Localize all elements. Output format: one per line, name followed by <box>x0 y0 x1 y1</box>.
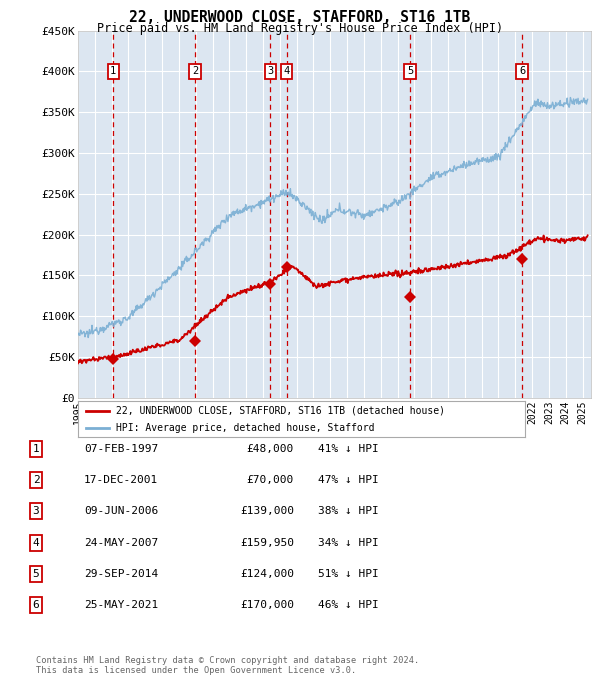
Text: 3: 3 <box>32 507 40 516</box>
Text: 41% ↓ HPI: 41% ↓ HPI <box>318 444 379 454</box>
Text: 46% ↓ HPI: 46% ↓ HPI <box>318 600 379 610</box>
Text: 4: 4 <box>32 538 40 547</box>
Text: 5: 5 <box>407 67 413 76</box>
Text: 17-DEC-2001: 17-DEC-2001 <box>84 475 158 485</box>
Text: 1: 1 <box>110 67 116 76</box>
Text: Contains HM Land Registry data © Crown copyright and database right 2024.: Contains HM Land Registry data © Crown c… <box>36 656 419 665</box>
Text: 29-SEP-2014: 29-SEP-2014 <box>84 569 158 579</box>
Text: 34% ↓ HPI: 34% ↓ HPI <box>318 538 379 547</box>
Text: 24-MAY-2007: 24-MAY-2007 <box>84 538 158 547</box>
Text: 07-FEB-1997: 07-FEB-1997 <box>84 444 158 454</box>
Text: 09-JUN-2006: 09-JUN-2006 <box>84 507 158 516</box>
Text: £159,950: £159,950 <box>240 538 294 547</box>
Text: 25-MAY-2021: 25-MAY-2021 <box>84 600 158 610</box>
Text: 6: 6 <box>519 67 525 76</box>
Text: 3: 3 <box>267 67 274 76</box>
Text: 51% ↓ HPI: 51% ↓ HPI <box>318 569 379 579</box>
Text: 5: 5 <box>32 569 40 579</box>
Text: £139,000: £139,000 <box>240 507 294 516</box>
Text: 47% ↓ HPI: 47% ↓ HPI <box>318 475 379 485</box>
Text: 2: 2 <box>32 475 40 485</box>
Text: 1: 1 <box>32 444 40 454</box>
Text: £70,000: £70,000 <box>247 475 294 485</box>
Text: HPI: Average price, detached house, Stafford: HPI: Average price, detached house, Staf… <box>116 423 374 432</box>
Text: 2: 2 <box>192 67 198 76</box>
Text: £48,000: £48,000 <box>247 444 294 454</box>
Text: 6: 6 <box>32 600 40 610</box>
Text: £124,000: £124,000 <box>240 569 294 579</box>
Text: 22, UNDERWOOD CLOSE, STAFFORD, ST16 1TB (detached house): 22, UNDERWOOD CLOSE, STAFFORD, ST16 1TB … <box>116 406 445 415</box>
Text: Price paid vs. HM Land Registry's House Price Index (HPI): Price paid vs. HM Land Registry's House … <box>97 22 503 35</box>
Text: 38% ↓ HPI: 38% ↓ HPI <box>318 507 379 516</box>
Text: This data is licensed under the Open Government Licence v3.0.: This data is licensed under the Open Gov… <box>36 666 356 675</box>
Text: £170,000: £170,000 <box>240 600 294 610</box>
Text: 22, UNDERWOOD CLOSE, STAFFORD, ST16 1TB: 22, UNDERWOOD CLOSE, STAFFORD, ST16 1TB <box>130 10 470 25</box>
Text: 4: 4 <box>283 67 290 76</box>
